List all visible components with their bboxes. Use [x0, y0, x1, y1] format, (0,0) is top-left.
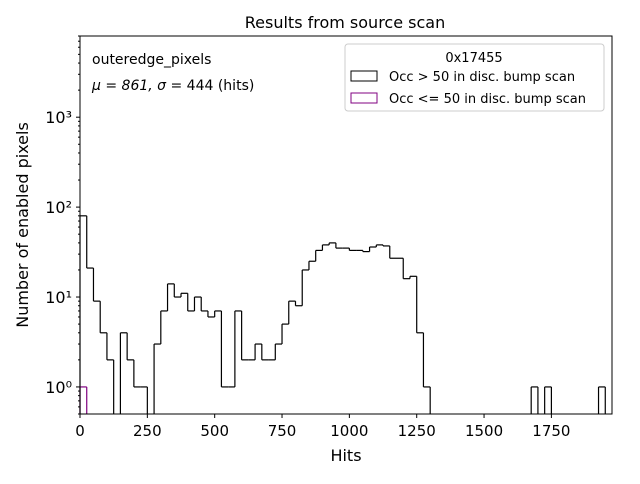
- y-tick-label: 10⁰: [45, 378, 72, 397]
- series-1: [79, 215, 606, 414]
- annotation-stats-value: = 444 (hits): [166, 78, 254, 94]
- legend-label-series-1: Occ > 50 in disc. bump scan: [389, 70, 575, 85]
- legend: 0x17455 Occ > 50 in disc. bump scan Occ …: [344, 43, 605, 112]
- y-axis-label: Number of enabled pixels: [13, 122, 32, 328]
- histogram-bars: [79, 215, 606, 414]
- x-tick-label: 250: [133, 422, 162, 440]
- legend-title: 0x17455: [445, 51, 502, 66]
- y-tick-label: 10¹: [45, 288, 72, 307]
- y-axis: 10⁰ 10¹ 10² 10³: [45, 35, 80, 415]
- annotation-stats-sigma: σ: [157, 78, 167, 94]
- y-tick-label: 10²: [45, 198, 72, 217]
- series-2: [79, 386, 88, 414]
- legend-label-series-2: Occ <= 50 in disc. bump scan: [389, 92, 586, 107]
- x-tick-label: 1250: [398, 422, 436, 440]
- x-tick-label: 750: [268, 422, 297, 440]
- x-tick-label: 500: [200, 422, 229, 440]
- annotation-stats: μ = 861, σ = 444 (hits): [91, 78, 254, 94]
- x-tick-label: 1500: [465, 422, 503, 440]
- x-axis: 0 250 500 750 1000 1250 1500 1750: [75, 414, 570, 440]
- plot-frame: [79, 35, 613, 415]
- annotation-stats-mu: μ = 861,: [91, 78, 157, 94]
- x-tick-label: 1750: [532, 422, 570, 440]
- x-tick-label: 1000: [330, 422, 368, 440]
- y-tick-label: 10³: [45, 108, 72, 127]
- x-tick-label: 0: [75, 422, 85, 440]
- legend-swatch-series-2: [350, 92, 378, 104]
- chart-title: Results from source scan: [245, 13, 445, 32]
- annotation-name: outeredge_pixels: [92, 52, 211, 68]
- legend-box: [344, 43, 605, 112]
- x-axis-label: Hits: [330, 446, 361, 465]
- legend-swatch-series-1: [350, 70, 378, 82]
